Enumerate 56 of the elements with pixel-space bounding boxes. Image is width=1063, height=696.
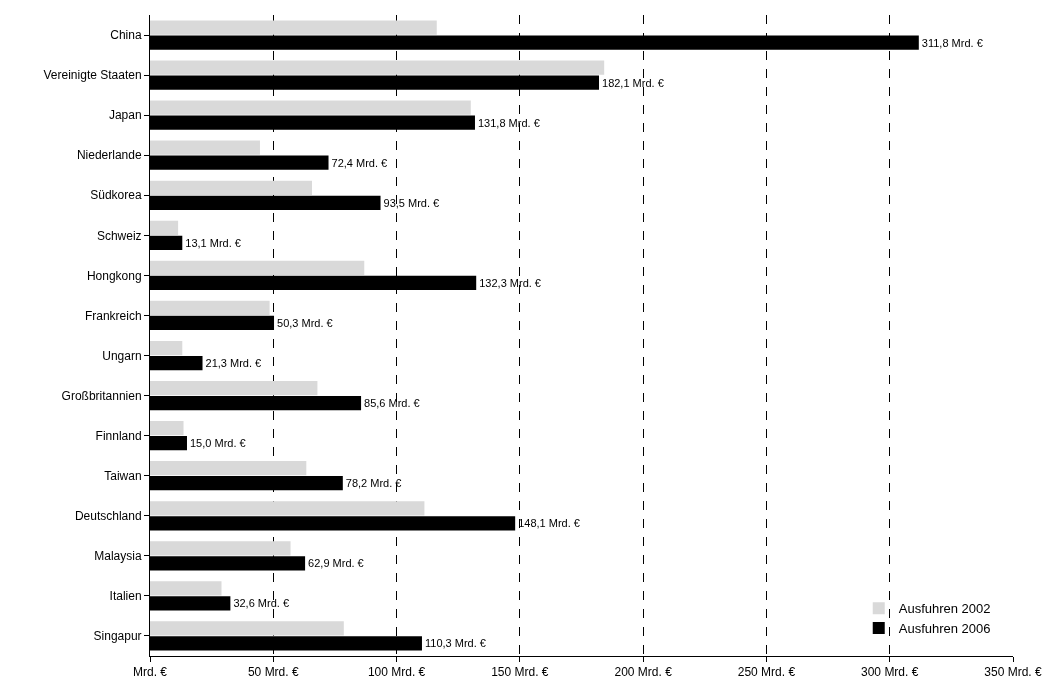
legend-label: Ausfuhren 2006 (898, 621, 991, 637)
y-tick-label: Japan (108, 108, 142, 123)
x-tick-label: 50 Mrd. € (247, 665, 299, 680)
bar (150, 20, 437, 35)
bar (150, 220, 179, 235)
bar (150, 541, 291, 556)
bar (150, 300, 270, 316)
data-label: 50,3 Mrd. € (277, 316, 333, 329)
bar (150, 180, 312, 195)
y-tick-label: Deutschland (74, 508, 142, 523)
y-tick-label: Finnland (95, 428, 142, 443)
y-tick-label: Malaysia (94, 549, 142, 564)
y-tick-label: China (110, 28, 142, 43)
x-tick-label: 350 Mrd. € (984, 665, 1042, 680)
bar (150, 581, 222, 596)
bar (150, 421, 184, 436)
x-tick-label: Mrd. € (132, 665, 168, 680)
data-label: 182,1 Mrd. € (602, 76, 664, 89)
bar (150, 461, 307, 476)
bar (150, 60, 605, 75)
y-tick-label: Niederlande (76, 148, 142, 163)
data-label: 131,8 Mrd. € (477, 116, 540, 129)
x-tick-label: 100 Mrd. € (367, 665, 426, 680)
bar (150, 621, 344, 636)
bar (150, 260, 365, 276)
y-tick-label: Hongkong (86, 268, 142, 283)
y-tick-label: Vereinigte Staaten (43, 68, 142, 83)
data-label: 72,4 Mrd. € (331, 156, 388, 169)
y-tick-label: Schweiz (96, 228, 142, 243)
y-tick-label: Ungarn (102, 348, 142, 363)
bar (150, 140, 260, 155)
data-label: 132,3 Mrd. € (479, 276, 541, 289)
data-label: 93,5 Mrd. € (383, 196, 440, 209)
x-tick-label: 300 Mrd. € (861, 665, 919, 680)
bar (150, 501, 425, 516)
bar (150, 380, 318, 396)
bar (150, 340, 183, 356)
x-tick-label: 200 Mrd. € (614, 665, 673, 680)
data-label: 62,9 Mrd. € (308, 557, 364, 570)
y-tick-label: Frankreich (84, 308, 142, 323)
data-label: 110,3 Mrd. € (424, 637, 486, 650)
bar (150, 100, 471, 115)
y-tick-label: Taiwan (104, 468, 142, 483)
data-label: 13,1 Mrd. € (185, 236, 241, 249)
data-label: 15,0 Mrd. € (189, 437, 246, 450)
x-tick-label: 250 Mrd. € (737, 665, 796, 680)
y-tick-label: Südkorea (90, 188, 142, 203)
y-tick-label: Italien (109, 589, 142, 604)
data-label: 21,3 Mrd. € (205, 357, 262, 370)
x-tick-label: 150 Mrd. € (491, 665, 549, 680)
data-label: 32,6 Mrd. € (233, 597, 290, 610)
y-tick-label: Singapur (93, 629, 142, 644)
legend-label: Ausfuhren 2002 (898, 601, 991, 617)
y-tick-label: Großbritannien (61, 388, 142, 403)
data-label: 148,1 Mrd. € (518, 517, 580, 530)
data-label: 311,8 Mrd. € (921, 36, 983, 49)
